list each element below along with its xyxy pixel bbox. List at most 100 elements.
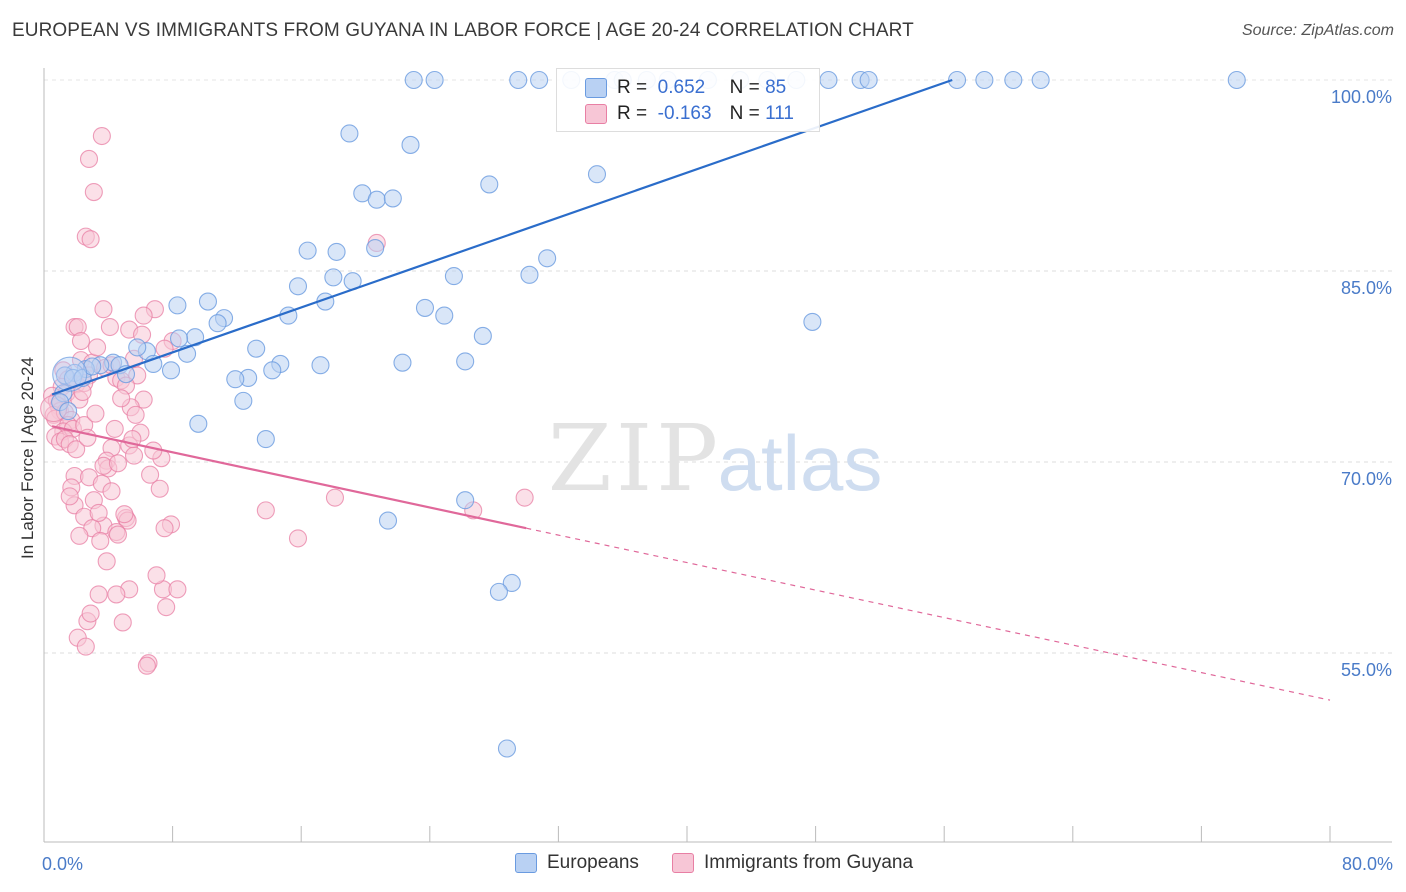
legend-r-label: R =: [617, 77, 648, 98]
data-point-european: [367, 190, 386, 209]
data-point-guyana: [137, 656, 156, 675]
data-point-guyana: [157, 598, 176, 617]
legend-n-value: 85: [765, 77, 787, 98]
data-point-european: [247, 339, 266, 358]
data-point-european: [489, 582, 508, 601]
watermark-atlas: atlas: [718, 419, 883, 507]
legend-swatch-europeans: [585, 78, 607, 98]
data-point-guyana: [112, 389, 131, 408]
data-point-european: [404, 70, 423, 90]
data-point-guyana: [107, 585, 126, 604]
data-point-guyana: [79, 149, 99, 168]
data-point-guyana: [67, 440, 86, 459]
source-label: Source: ZipAtlas.com: [1241, 22, 1394, 39]
data-point-guyana: [515, 488, 534, 507]
y-tick-label: 70.0%: [1341, 469, 1392, 489]
data-point-european: [1004, 70, 1023, 90]
data-point-european: [497, 739, 517, 758]
chart-title: EUROPEAN VS IMMIGRANTS FROM GUYANA IN LA…: [12, 20, 914, 41]
data-point-guyana: [113, 613, 132, 632]
data-point-european: [393, 353, 412, 372]
data-point-guyana: [70, 526, 89, 545]
data-point-european: [520, 265, 539, 284]
data-point-guyana: [105, 419, 124, 438]
watermark-zip: ZIP: [548, 405, 722, 512]
data-point-european: [311, 356, 330, 375]
legend-n-value: 111: [765, 103, 794, 124]
data-point-guyana: [150, 479, 169, 498]
data-point-european: [415, 298, 435, 317]
data-point-guyana: [91, 531, 110, 550]
data-point-guyana: [144, 441, 163, 460]
data-point-european: [208, 314, 227, 333]
legend-swatch-europeans: [515, 853, 537, 873]
data-point-european: [168, 296, 187, 315]
watermark: ZIP atlas: [548, 405, 882, 512]
data-point-european: [530, 70, 549, 90]
data-point-european: [538, 249, 557, 268]
data-point-guyana: [97, 552, 116, 571]
data-point-european: [819, 70, 838, 90]
data-point-european: [327, 242, 346, 261]
series-legend: Europeans Immigrants from Guyana: [0, 852, 1406, 878]
data-point-european: [198, 292, 218, 311]
data-point-guyana: [76, 637, 95, 656]
data-point-guyana: [92, 126, 111, 146]
x-tick-label: 80.0%: [1342, 854, 1393, 874]
data-point-european: [263, 361, 282, 380]
data-point-guyana: [126, 405, 145, 424]
legend-swatch-guyana: [672, 853, 694, 873]
data-point-guyana: [147, 566, 166, 585]
data-point-guyana: [256, 501, 275, 520]
data-point-european: [161, 361, 181, 380]
legend-r-label: R =: [617, 103, 648, 124]
data-point-guyana: [81, 604, 100, 623]
data-point-guyana: [124, 446, 144, 465]
data-point-european: [473, 326, 492, 345]
axes: [43, 68, 1392, 843]
data-point-european: [234, 391, 253, 410]
data-point-guyana: [86, 404, 105, 423]
data-point-european: [83, 357, 102, 376]
data-point-guyana: [89, 585, 108, 604]
legend-row-guyana: R = -0.163 N = 111: [585, 102, 794, 126]
data-point-european: [366, 239, 385, 258]
data-point-guyana: [84, 183, 103, 202]
data-point-guyana: [288, 529, 308, 548]
data-point-european: [425, 70, 444, 90]
data-point-european: [378, 511, 398, 530]
data-point-european: [189, 414, 208, 433]
data-point-european: [975, 70, 994, 90]
data-point-european: [59, 402, 78, 421]
data-point-guyana: [115, 505, 134, 524]
data-point-european: [435, 306, 454, 325]
legend-item-europeans[interactable]: Europeans: [515, 852, 639, 874]
data-point-guyana: [87, 338, 107, 357]
data-point-guyana: [141, 465, 160, 484]
data-point-guyana: [134, 306, 153, 325]
data-point-european: [859, 70, 878, 90]
data-point-european: [401, 135, 420, 154]
data-point-european: [340, 124, 359, 143]
trendline-guyana: [51, 425, 527, 530]
legend-item-guyana[interactable]: Immigrants from Guyana: [672, 852, 913, 874]
data-point-guyana: [108, 454, 127, 473]
data-point-european: [456, 352, 475, 371]
data-point-european-cluster: [52, 356, 88, 392]
legend-n-label: N =: [729, 77, 760, 98]
y-tick-label: 55.0%: [1341, 660, 1392, 680]
legend-n-label: N =: [729, 103, 760, 124]
legend-swatch-guyana: [585, 104, 607, 124]
gridlines: [44, 79, 1392, 654]
trendline-guyana-extended: [526, 527, 1331, 701]
stats-legend: R = 0.652 N = 85 R = -0.163 N = 111: [556, 68, 820, 132]
data-point-european: [456, 491, 475, 510]
data-point-european: [128, 338, 147, 357]
data-point-guyana: [102, 482, 121, 501]
legend-label-guyana: Immigrants from Guyana: [704, 852, 914, 873]
data-point-european: [444, 267, 463, 286]
data-point-guyana: [71, 331, 91, 351]
data-point-european: [587, 165, 607, 184]
data-point-european: [1227, 70, 1246, 90]
data-point-guyana: [89, 503, 108, 522]
